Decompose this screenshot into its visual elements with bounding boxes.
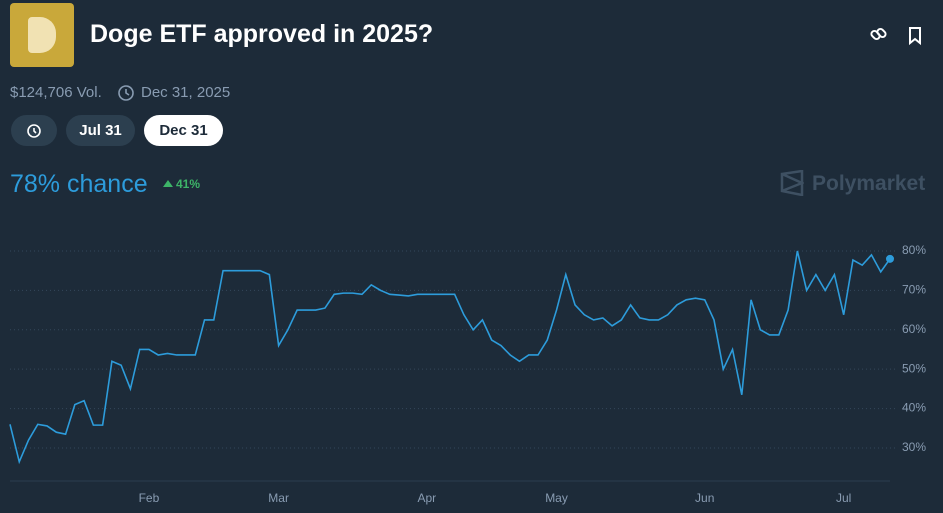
x-tick-label: Jul	[836, 491, 851, 505]
y-tick-label: 50%	[902, 361, 926, 375]
x-tick-label: Feb	[139, 491, 160, 505]
price-line	[9, 250, 891, 465]
last-point	[886, 254, 894, 263]
chance: 78% chance	[10, 170, 148, 198]
y-tick-label: 60%	[902, 322, 926, 336]
y-tick-label: 40%	[902, 401, 926, 415]
market-icon	[10, 3, 74, 67]
x-tick-label: Jun	[695, 491, 714, 505]
date-tab-active[interactable]: Dec 31	[144, 115, 223, 146]
clock-icon	[118, 85, 134, 101]
end-date: Dec 31, 2025	[141, 84, 231, 101]
market-title: Doge ETF approved in 2025?	[90, 20, 434, 48]
volume: $124,706 Vol.	[10, 84, 102, 101]
x-tick-label: Mar	[268, 491, 289, 505]
brand-logo	[780, 170, 804, 196]
date-tab[interactable]: Jul 31	[66, 115, 135, 146]
change: 41%	[176, 177, 201, 191]
x-tick-label: Apr	[417, 491, 436, 505]
up-arrow	[163, 180, 173, 187]
history-button[interactable]	[11, 115, 57, 146]
y-tick-label: 70%	[902, 283, 926, 297]
y-tick-label: 30%	[902, 440, 926, 454]
brand: Polymarket	[812, 172, 926, 195]
y-tick-label: 80%	[902, 243, 926, 257]
header-actions[interactable]	[870, 26, 930, 46]
x-tick-label: May	[545, 491, 568, 505]
